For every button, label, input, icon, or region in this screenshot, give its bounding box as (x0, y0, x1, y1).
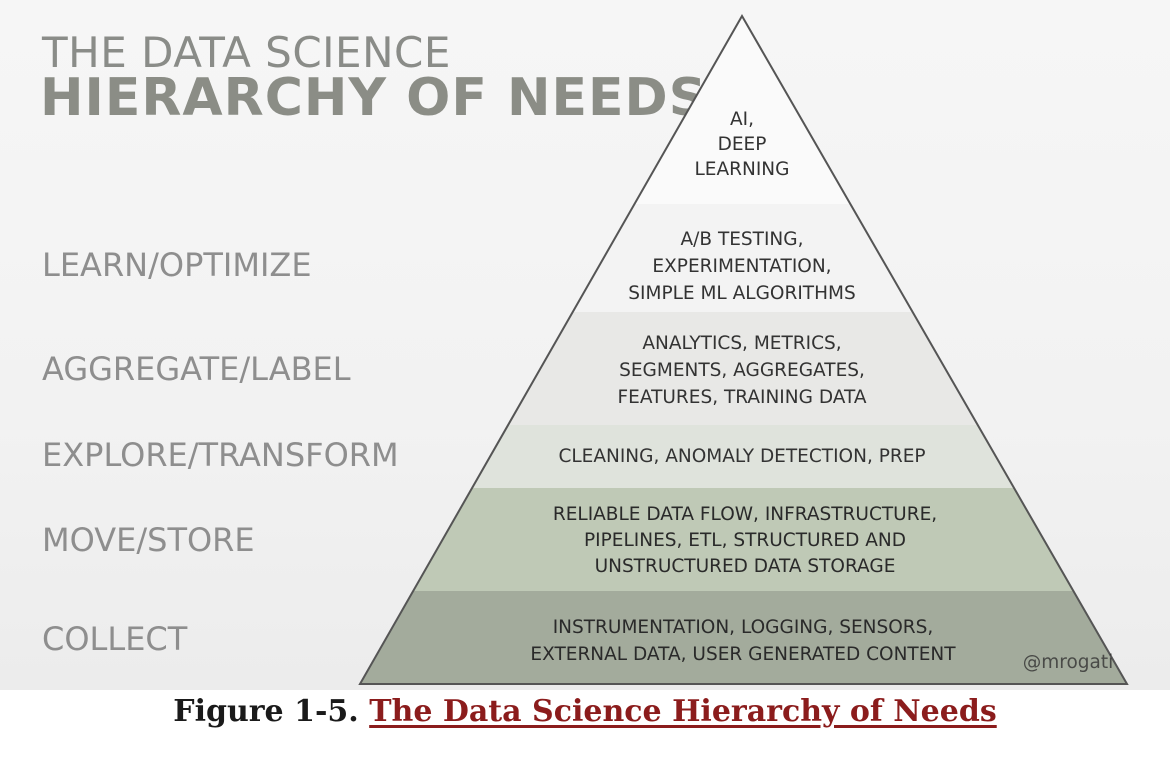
pyramid-level-1-band (0, 0, 1170, 204)
level-6-line-2: EXTERNAL DATA, USER GENERATED CONTENT (530, 644, 956, 665)
level-6-line-1: INSTRUMENTATION, LOGGING, SENSORS, (553, 617, 934, 638)
pyramid-level-2-band (0, 204, 1170, 312)
level-2-line-1: A/B TESTING, (680, 229, 803, 250)
pyramid-level-3-band (0, 312, 1170, 425)
pyramid: AI, DEEP LEARNING A/B TESTING, EXPERIMEN… (0, 0, 1170, 690)
level-3-line-2: SEGMENTS, AGGREGATES, (619, 360, 865, 381)
level-3-line-3: FEATURES, TRAINING DATA (618, 387, 867, 408)
figure-caption: Figure 1-5. The Data Science Hierarchy o… (0, 694, 1170, 744)
watermark: @mrogati (1023, 652, 1114, 673)
level-1-line-3: LEARNING (695, 159, 790, 180)
level-4-line-1: CLEANING, ANOMALY DETECTION, PREP (558, 446, 925, 467)
level-5-line-3: UNSTRUCTURED DATA STORAGE (595, 556, 896, 577)
level-2-line-2: EXPERIMENTATION, (652, 256, 831, 277)
level-5-line-1: RELIABLE DATA FLOW, INFRASTRUCTURE, (553, 504, 937, 525)
level-5-line-2: PIPELINES, ETL, STRUCTURED AND (584, 530, 906, 551)
caption-prefix: Figure 1-5. (173, 694, 369, 729)
caption-link[interactable]: The Data Science Hierarchy of Needs (369, 694, 997, 729)
hierarchy-figure: THE DATA SCIENCE HIERARCHY OF NEEDS LEAR… (0, 0, 1170, 690)
level-3-line-1: ANALYTICS, METRICS, (642, 333, 841, 354)
level-1-line-2: DEEP (718, 134, 767, 155)
level-1-line-1: AI, (730, 109, 754, 130)
level-2-line-3: SIMPLE ML ALGORITHMS (628, 283, 855, 304)
